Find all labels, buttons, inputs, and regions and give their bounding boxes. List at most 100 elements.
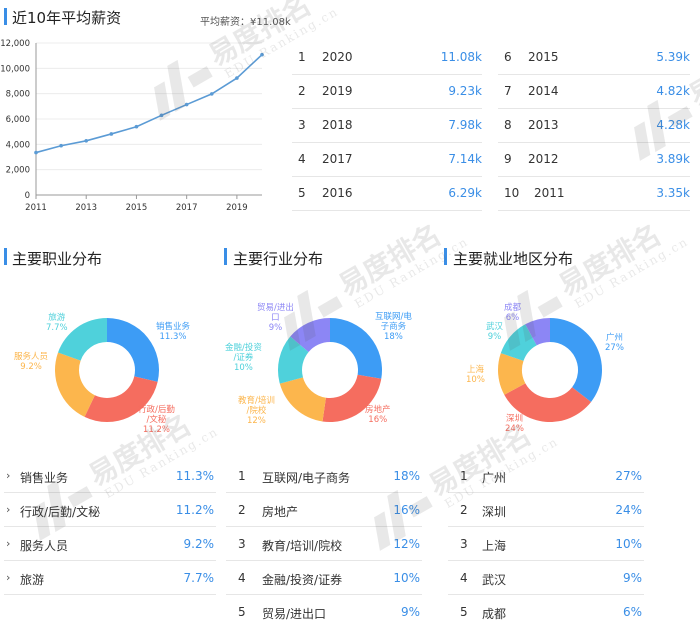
donut-slice-label: 服务人员 9.2% [14, 352, 48, 372]
industry-list-item: 2 房地产 16% [226, 493, 422, 527]
region-rank: 3 [460, 537, 468, 551]
industry-rank: 4 [238, 571, 246, 585]
year-label: 2018 [322, 118, 353, 132]
donut-label-line: 24% [505, 424, 524, 434]
region-value: 9% [622, 571, 642, 585]
occupation-label: 销售业务 [20, 471, 69, 485]
occupation-value: 11.2% [175, 503, 214, 517]
salary-data-point [209, 92, 214, 96]
occupation-title-bar [4, 248, 7, 265]
donut-slice [107, 318, 159, 382]
industry-rank: 3 [238, 537, 246, 551]
x-tick-label: 2017 [176, 203, 198, 213]
donut-slice-label: 上海 10% [466, 365, 485, 385]
industry-list-item: 3 教育/培训/院校 12% [226, 527, 422, 561]
salary-data-point [260, 52, 264, 57]
donut-slice-label: 贸易/进出口 9% [257, 303, 294, 333]
donut-label-line: 16% [368, 415, 388, 425]
region-label: 上海 [482, 539, 507, 553]
industry-label: 房地产 [262, 505, 299, 519]
donut-label-line: /院校 [246, 406, 267, 416]
donut-slice-label: 房地产 16% [365, 405, 391, 425]
industry-label: 教育/培训/院校 [262, 539, 343, 553]
donut-slice [330, 318, 382, 379]
region-label: 武汉 [482, 573, 507, 587]
region-title: 主要就业地区分布 [453, 250, 574, 268]
industry-rank: 2 [238, 503, 246, 517]
region-rank: 2 [460, 503, 468, 517]
year-salary-value: 4.82k [656, 84, 690, 98]
year-label: 2015 [528, 50, 559, 64]
donut-label-line: 6% [505, 313, 520, 323]
donut-label-line: 销售业务 [156, 322, 191, 332]
y-tick-label: 6,000 [6, 115, 30, 125]
region-label: 成都 [482, 607, 507, 621]
donut-slice [278, 336, 309, 384]
occupation-value: 9.2% [183, 537, 215, 551]
donut-slice [84, 376, 158, 422]
donut-slice [279, 377, 326, 422]
y-tick-label: 4,000 [6, 140, 30, 150]
industry-list-item: 1 互联网/电子商务 18% [226, 459, 422, 493]
year-salary-value: 11.08k [440, 50, 482, 64]
industry-value: 18% [393, 469, 420, 483]
year-label: 2013 [528, 118, 559, 132]
donut-label-line: 广州 [605, 333, 623, 343]
year-salary-value: 4.28k [656, 118, 690, 132]
industry-value: 12% [393, 537, 420, 551]
year-label: 2017 [322, 152, 353, 166]
year-rank: 1 [298, 50, 306, 64]
year-table-row: 2 2019 9.23k [292, 74, 482, 109]
year-rank: 8 [504, 118, 512, 132]
donut-label-line: 10% [233, 363, 253, 373]
y-tick-label: 2,000 [6, 166, 30, 176]
donut-label-line: 9.2% [20, 362, 42, 372]
donut-label-line: 上海 [466, 365, 484, 375]
donut-slice [550, 318, 602, 402]
region-list-item: 4 武汉 9% [448, 561, 644, 595]
year-salary-value: 9.23k [448, 84, 482, 98]
year-salary-value: 3.89k [656, 152, 690, 166]
donut-slice-label: 行政/后勤/文秘 11.2% [138, 405, 175, 435]
year-table-row: 7 2014 4.82k [498, 74, 690, 109]
y-tick-label: 8,000 [6, 90, 30, 100]
chevron-right-icon: › [6, 503, 11, 516]
region-list-item: 1 广州 27% [448, 459, 644, 493]
industry-title: 主要行业分布 [233, 250, 324, 268]
donut-label-line: 金融/投资 [225, 343, 262, 353]
donut-slice [500, 324, 537, 361]
year-label: 2016 [322, 186, 353, 200]
donut-slice-label: 销售业务 11.3% [156, 322, 190, 342]
occupation-value: 11.3% [175, 469, 214, 483]
region-list-item: 5 成都 6% [448, 595, 644, 625]
donut-label-line: 11.3% [159, 332, 187, 342]
x-tick-label: 2013 [75, 203, 97, 213]
industry-label: 金融/投资/证券 [262, 573, 343, 587]
industry-label: 贸易/进出口 [262, 607, 327, 621]
industry-value: 9% [400, 605, 420, 619]
salary-data-point [109, 132, 114, 136]
industry-value: 10% [393, 571, 420, 585]
y-tick-label: 0 [25, 191, 30, 201]
industry-value: 16% [393, 503, 420, 517]
year-label: 2011 [534, 186, 565, 200]
industry-donut-chart [278, 318, 382, 422]
x-tick-label: 2011 [25, 203, 47, 213]
donut-label-line: /文秘 [146, 415, 167, 425]
donut-label-line: 互联网/电 [375, 312, 412, 322]
donut-slice-label: 旅游 7.7% [46, 313, 68, 333]
x-tick-label: 2019 [226, 203, 248, 213]
chevron-right-icon: › [6, 571, 11, 584]
donut-label-line: 11.2% [142, 425, 170, 435]
industry-list-item: 5 贸易/进出口 9% [226, 595, 422, 625]
donut-label-line: /证券 [233, 353, 254, 363]
year-rank: 7 [504, 84, 512, 98]
industry-list-item: 4 金融/投资/证券 10% [226, 561, 422, 595]
year-label: 2012 [528, 152, 559, 166]
y-tick-label: 10,000 [0, 64, 30, 74]
occupation-list-item: › 行政/后勤/文秘 11.2% [4, 493, 216, 527]
industry-title-bar [224, 248, 227, 265]
year-label: 2020 [322, 50, 353, 64]
donut-label-line: 9% [268, 323, 283, 333]
region-rank: 5 [460, 605, 468, 619]
